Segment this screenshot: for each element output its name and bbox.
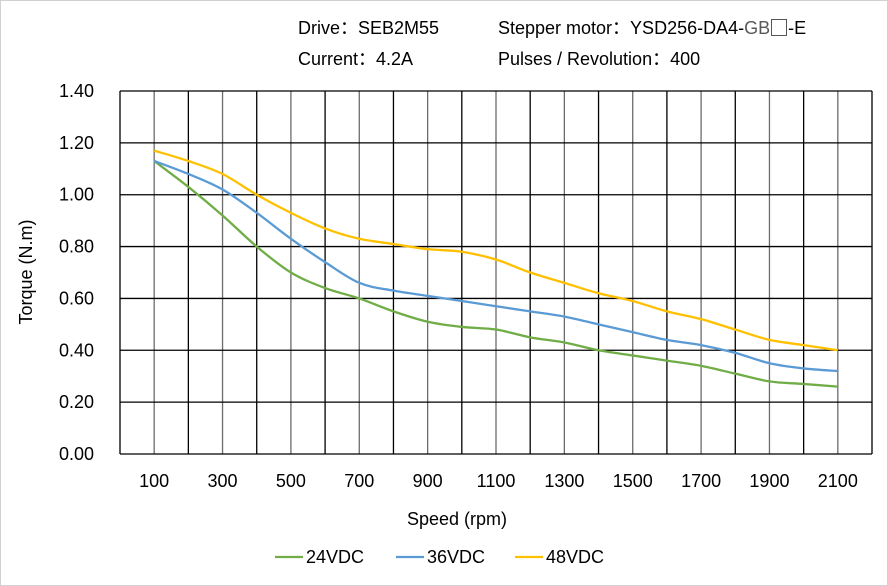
motor-suffix: -E — [788, 18, 807, 38]
motor-gb: GB — [744, 18, 771, 38]
y-tick-label: 0.00 — [59, 444, 94, 464]
x-tick-label: 700 — [344, 471, 374, 491]
y-axis-label: Torque (N.m) — [16, 219, 36, 324]
x-tick-label: 1900 — [749, 471, 789, 491]
x-tick-label: 2100 — [818, 471, 858, 491]
y-tick-label: 1.20 — [59, 133, 94, 153]
current-label: Current：4.2A — [298, 49, 414, 69]
x-tick-label: 1700 — [681, 471, 721, 491]
motor-prefix: Stepper motor：YSD256-DA4- — [498, 18, 745, 38]
pulses-label: Pulses / Revolution：400 — [498, 49, 701, 69]
x-tick-label: 1100 — [477, 471, 516, 491]
series-line-48vdc — [153, 149, 838, 352]
y-tick-label: 0.40 — [59, 340, 94, 360]
x-axis-label: Speed (rpm) — [407, 509, 507, 529]
y-tick-label: 0.60 — [59, 288, 94, 308]
x-tick-label: 500 — [276, 471, 306, 491]
legend-label-24vdc: 24VDC — [306, 547, 364, 567]
x-tick-label: 900 — [413, 471, 443, 491]
legend-label-48vdc: 48VDC — [546, 547, 604, 567]
legend-label-36vdc: 36VDC — [427, 547, 485, 567]
y-tick-label: 0.80 — [59, 237, 94, 257]
x-tick-label: 300 — [208, 471, 238, 491]
x-tick-label: 100 — [139, 471, 169, 491]
drive-label: Drive：SEB2M55 — [298, 18, 440, 38]
y-tick-label: 1.00 — [59, 185, 94, 205]
series-line-36vdc — [153, 159, 838, 373]
series-line-24vdc — [153, 160, 838, 388]
x-tick-label: 1300 — [544, 471, 584, 491]
x-tick-label: 1500 — [613, 471, 653, 491]
placeholder-box-icon — [771, 19, 788, 36]
motor-label: Stepper motor：YSD256-DA4-GB -E — [498, 14, 806, 40]
y-tick-label: 0.20 — [59, 392, 94, 412]
y-tick-label: 1.40 — [59, 81, 94, 101]
